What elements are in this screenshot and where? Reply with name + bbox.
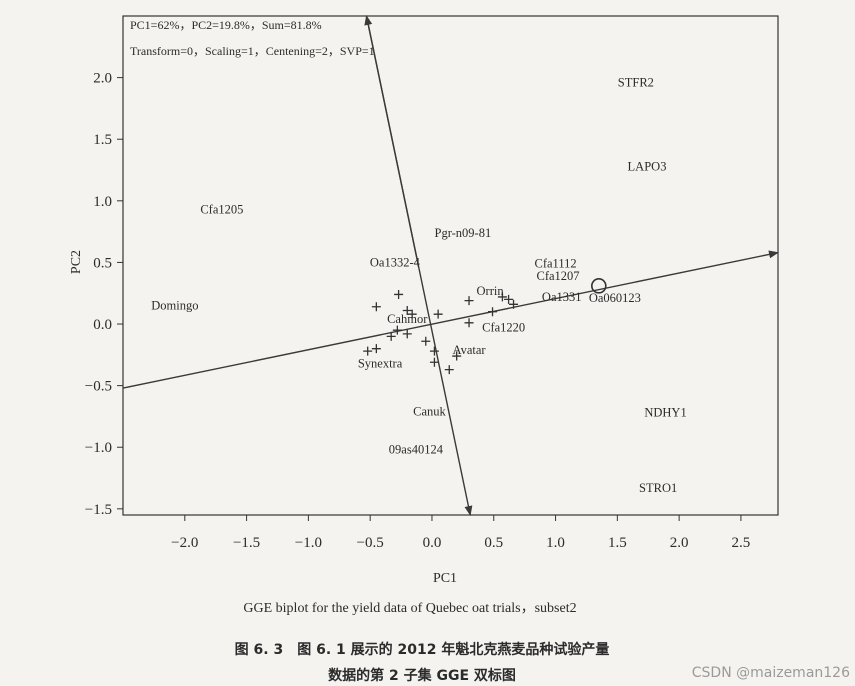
y-tick-label: 0.0	[93, 317, 112, 333]
pc-variance-note: PC1=62%，PC2=19.8%，Sum=81.8%	[130, 18, 322, 32]
genotype-marker	[504, 294, 514, 304]
x-tick-label: −2.0	[171, 535, 198, 551]
genotype-marker	[407, 309, 417, 319]
genotype-label: Oa1331	[542, 290, 582, 304]
genotype-marker	[497, 292, 507, 302]
genotype-label: Avatar	[452, 343, 486, 357]
genotype-marker	[371, 344, 381, 354]
genotype-label: Synextra	[358, 356, 403, 370]
x-tick-label: −1.0	[295, 535, 322, 551]
genotype-marker	[363, 346, 373, 356]
genotype-label: Cahmor	[387, 312, 428, 326]
y-tick-label: 1.0	[93, 194, 112, 210]
genotype-marker	[421, 336, 431, 346]
average-environment-marker	[591, 278, 607, 294]
x-tick-label: 2.5	[732, 535, 751, 551]
genotype-marker	[394, 289, 404, 299]
genotype-marker	[371, 302, 381, 312]
y-tick-label: 2.0	[93, 71, 112, 87]
y-tick-label: −1.0	[85, 440, 112, 456]
genotype-label: 09as40124	[389, 443, 444, 457]
genotype-label: Cfa1112	[534, 257, 576, 271]
point-labels: Cfa1205Pgr-n09-81Oa1332-4DomingoCfa1112C…	[151, 76, 686, 495]
x-axis-title: PC1	[433, 571, 457, 586]
genotype-label: Canuk	[413, 405, 446, 419]
aec-abscissa-line	[122, 250, 779, 389]
genotype-label: Oa1332-4	[370, 255, 421, 269]
environment-label: STFR2	[618, 76, 654, 90]
biplot-settings-note: Transform=0，Scaling=1，Centening=2，SVP=1	[130, 44, 375, 58]
chinese-caption-line1: 图 6. 3 图 6. 1 展示的 2012 年魁北克燕麦品种试验产量	[235, 641, 610, 658]
y-tick-label: −0.5	[85, 379, 112, 395]
genotype-label: Cfa1205	[200, 202, 243, 216]
genotype-marker	[488, 307, 498, 317]
genotype-marker	[392, 325, 402, 335]
x-tick-label: 1.5	[608, 535, 627, 551]
x-tick-label: −0.5	[357, 535, 384, 551]
genotype-marker	[464, 296, 474, 306]
x-tick-label: 0.0	[423, 535, 442, 551]
axis-ticks: −2.0 −1.5 −1.0 −0.5 0.0 0.5 1.0 1.5 2.0 2.5 −1.5 −1…	[85, 71, 751, 551]
genotype-marker	[509, 299, 519, 309]
genotype-label: Domingo	[151, 299, 198, 313]
genotype-label: Oa060123	[589, 291, 641, 305]
aec-axes	[122, 15, 779, 516]
y-axis-title: PC2	[69, 250, 84, 274]
y-tick-label: 1.5	[93, 132, 112, 148]
environment-label: NDHY1	[644, 406, 686, 420]
genotype-label: Cfa1220	[482, 321, 525, 335]
genotype-label: Orrin	[477, 284, 505, 298]
x-tick-label: 1.0	[546, 535, 565, 551]
x-tick-label: −1.5	[233, 535, 260, 551]
watermark: CSDN @maizeman126	[692, 665, 850, 681]
genotype-marker	[452, 351, 462, 361]
x-tick-label: 2.0	[670, 535, 689, 551]
environment-label: STRO1	[639, 481, 677, 495]
genotype-marker	[433, 309, 443, 319]
genotype-label: Cfa1207	[536, 269, 579, 283]
genotype-label: Pgr-n09-81	[435, 226, 492, 240]
plot-frame	[122, 15, 779, 516]
genotype-marker	[444, 365, 454, 375]
x-tick-label: 0.5	[484, 535, 503, 551]
english-caption: GGE biplot for the yield data of Quebec …	[243, 601, 576, 616]
genotype-marker	[429, 346, 439, 356]
genotype-marker	[386, 331, 396, 341]
y-tick-label: −1.5	[85, 502, 112, 518]
genotype-marker	[402, 329, 412, 339]
genotype-markers	[363, 278, 607, 375]
genotype-marker	[402, 305, 412, 315]
environment-label: LAPO3	[628, 159, 667, 173]
chinese-caption-line2: 数据的第 2 子集 GGE 双标图	[328, 667, 516, 684]
y-tick-label: 0.5	[93, 255, 112, 271]
genotype-marker	[429, 357, 439, 367]
aec-ordinate-upper-arrow	[364, 15, 420, 266]
genotype-marker	[464, 318, 474, 328]
